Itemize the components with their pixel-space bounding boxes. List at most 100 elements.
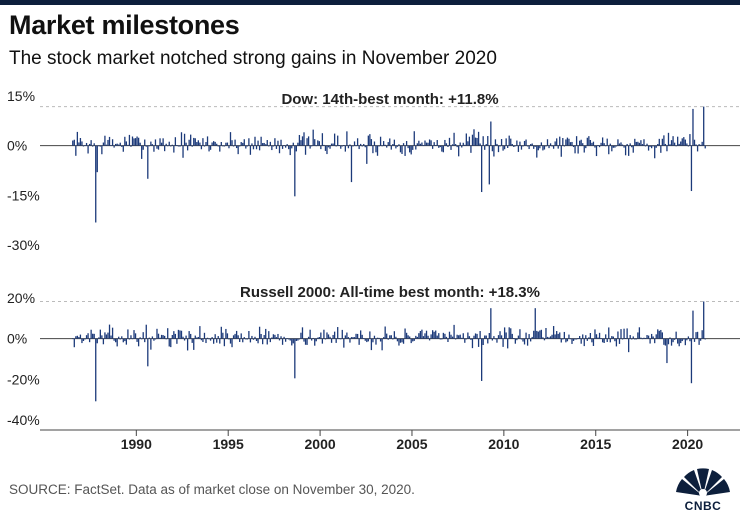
data-bar <box>213 338 215 344</box>
data-bar <box>235 145 238 149</box>
data-bar <box>465 338 467 340</box>
y-tick-label: 15% <box>7 88 35 104</box>
data-bar <box>628 145 630 156</box>
data-bar <box>436 140 438 146</box>
data-bar <box>81 141 83 146</box>
data-bar <box>439 145 441 148</box>
data-bar <box>260 136 262 146</box>
data-bar <box>592 338 595 346</box>
data-bar <box>209 338 212 341</box>
data-bar <box>608 145 610 155</box>
data-bar <box>93 333 95 339</box>
data-bar <box>435 330 437 339</box>
x-tick-label: 1990 <box>121 436 152 452</box>
data-bar <box>569 142 572 146</box>
data-bar <box>312 337 314 339</box>
data-bar <box>234 139 236 146</box>
data-bar <box>386 145 388 148</box>
data-bar <box>479 331 481 339</box>
data-bar <box>476 137 478 146</box>
data-bar <box>164 335 166 339</box>
data-bar <box>660 329 662 339</box>
data-bar <box>254 336 256 339</box>
data-bar <box>479 143 481 146</box>
data-bar <box>99 329 101 339</box>
data-bar <box>601 137 604 146</box>
data-bar <box>263 142 265 146</box>
data-bar <box>433 142 435 146</box>
data-bar <box>481 145 483 193</box>
data-bar <box>530 144 532 146</box>
data-bar <box>330 338 333 343</box>
data-bar <box>477 131 480 146</box>
data-bar <box>343 144 345 146</box>
data-bar <box>154 139 157 146</box>
data-bar <box>672 136 674 146</box>
data-bar <box>454 338 457 340</box>
data-bar <box>424 140 426 146</box>
data-bar <box>284 145 287 148</box>
data-bar <box>337 327 339 339</box>
data-bar <box>190 134 192 146</box>
data-bar <box>572 338 575 341</box>
data-bar <box>600 142 602 146</box>
data-bar <box>72 338 74 340</box>
data-bar <box>404 145 406 156</box>
data-bar <box>557 145 559 149</box>
data-bar <box>329 145 331 149</box>
data-bar <box>487 136 489 146</box>
data-bar <box>459 334 461 339</box>
data-bar <box>274 138 276 146</box>
data-bar <box>208 145 210 152</box>
data-bar <box>672 338 674 343</box>
data-bar <box>82 145 85 147</box>
data-bar <box>108 136 111 146</box>
chart-panel-2: 20% 0% -20% -40% Russell 2000: All-time best… <box>7 284 740 428</box>
data-bar <box>502 338 504 347</box>
data-bar <box>552 326 555 339</box>
data-bar <box>511 333 513 339</box>
data-bar <box>526 145 529 147</box>
data-bar <box>418 140 420 146</box>
data-bar <box>157 333 160 339</box>
data-bar <box>111 327 114 339</box>
data-bar <box>545 145 547 147</box>
data-bar <box>286 144 288 146</box>
data-bar <box>618 143 621 146</box>
data-bar <box>548 337 550 339</box>
data-bar <box>690 145 693 192</box>
data-bar <box>88 143 91 146</box>
data-bar <box>666 338 668 364</box>
data-bar <box>234 333 236 339</box>
data-bar <box>315 338 317 342</box>
data-bar <box>552 145 555 149</box>
chart-panel-1: 15% 0% -15% -30% Dow: 14th-best month: +11.8… <box>7 88 740 253</box>
data-bar <box>367 135 369 146</box>
page-title: Market milestones <box>9 10 240 40</box>
data-bar <box>526 338 529 346</box>
data-bar <box>481 338 483 381</box>
data-bar <box>88 338 91 343</box>
data-bar <box>631 145 633 148</box>
data-bar <box>638 327 641 339</box>
data-bar <box>358 145 360 150</box>
data-bar <box>458 145 460 157</box>
data-bar <box>90 140 92 146</box>
data-bar <box>683 338 685 340</box>
data-bar <box>168 141 170 146</box>
data-bar <box>641 338 644 340</box>
data-bar <box>670 140 673 146</box>
data-bar <box>124 136 126 146</box>
data-bar <box>575 338 578 340</box>
data-bar <box>278 338 281 341</box>
data-bar <box>197 336 199 339</box>
data-bar <box>505 332 507 339</box>
data-bar <box>563 331 565 339</box>
data-bar <box>168 338 170 347</box>
data-bar <box>398 144 400 146</box>
data-bar <box>516 338 518 341</box>
data-bar <box>110 145 112 147</box>
data-bar <box>289 338 291 341</box>
data-bar <box>225 142 227 146</box>
data-bar <box>257 338 259 344</box>
